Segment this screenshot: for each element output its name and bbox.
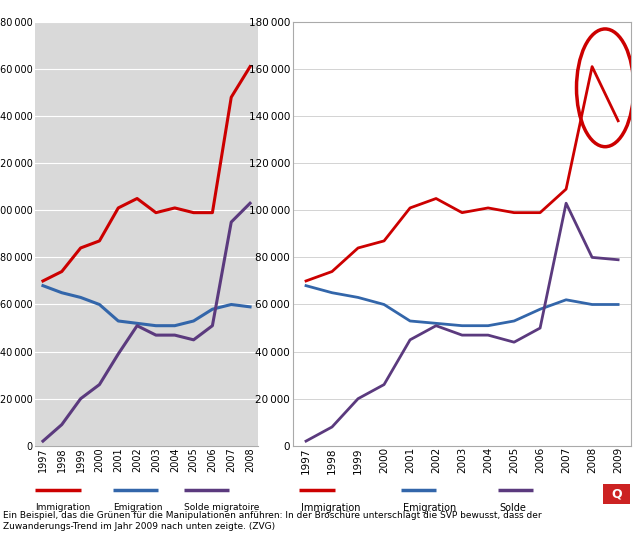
Text: Immigration: Immigration (301, 503, 361, 513)
Text: Ein Beispiel, das die Grünen für die Manipulationen anführen: In der Broschüre u: Ein Beispiel, das die Grünen für die Man… (3, 511, 542, 531)
Text: Emigration: Emigration (402, 503, 456, 513)
Text: Immigration: Immigration (35, 503, 91, 512)
Text: Emigration: Emigration (113, 503, 162, 512)
Text: Q: Q (612, 487, 622, 501)
Text: Solde: Solde (500, 503, 527, 513)
Text: Solde migratoire: Solde migratoire (184, 503, 259, 512)
